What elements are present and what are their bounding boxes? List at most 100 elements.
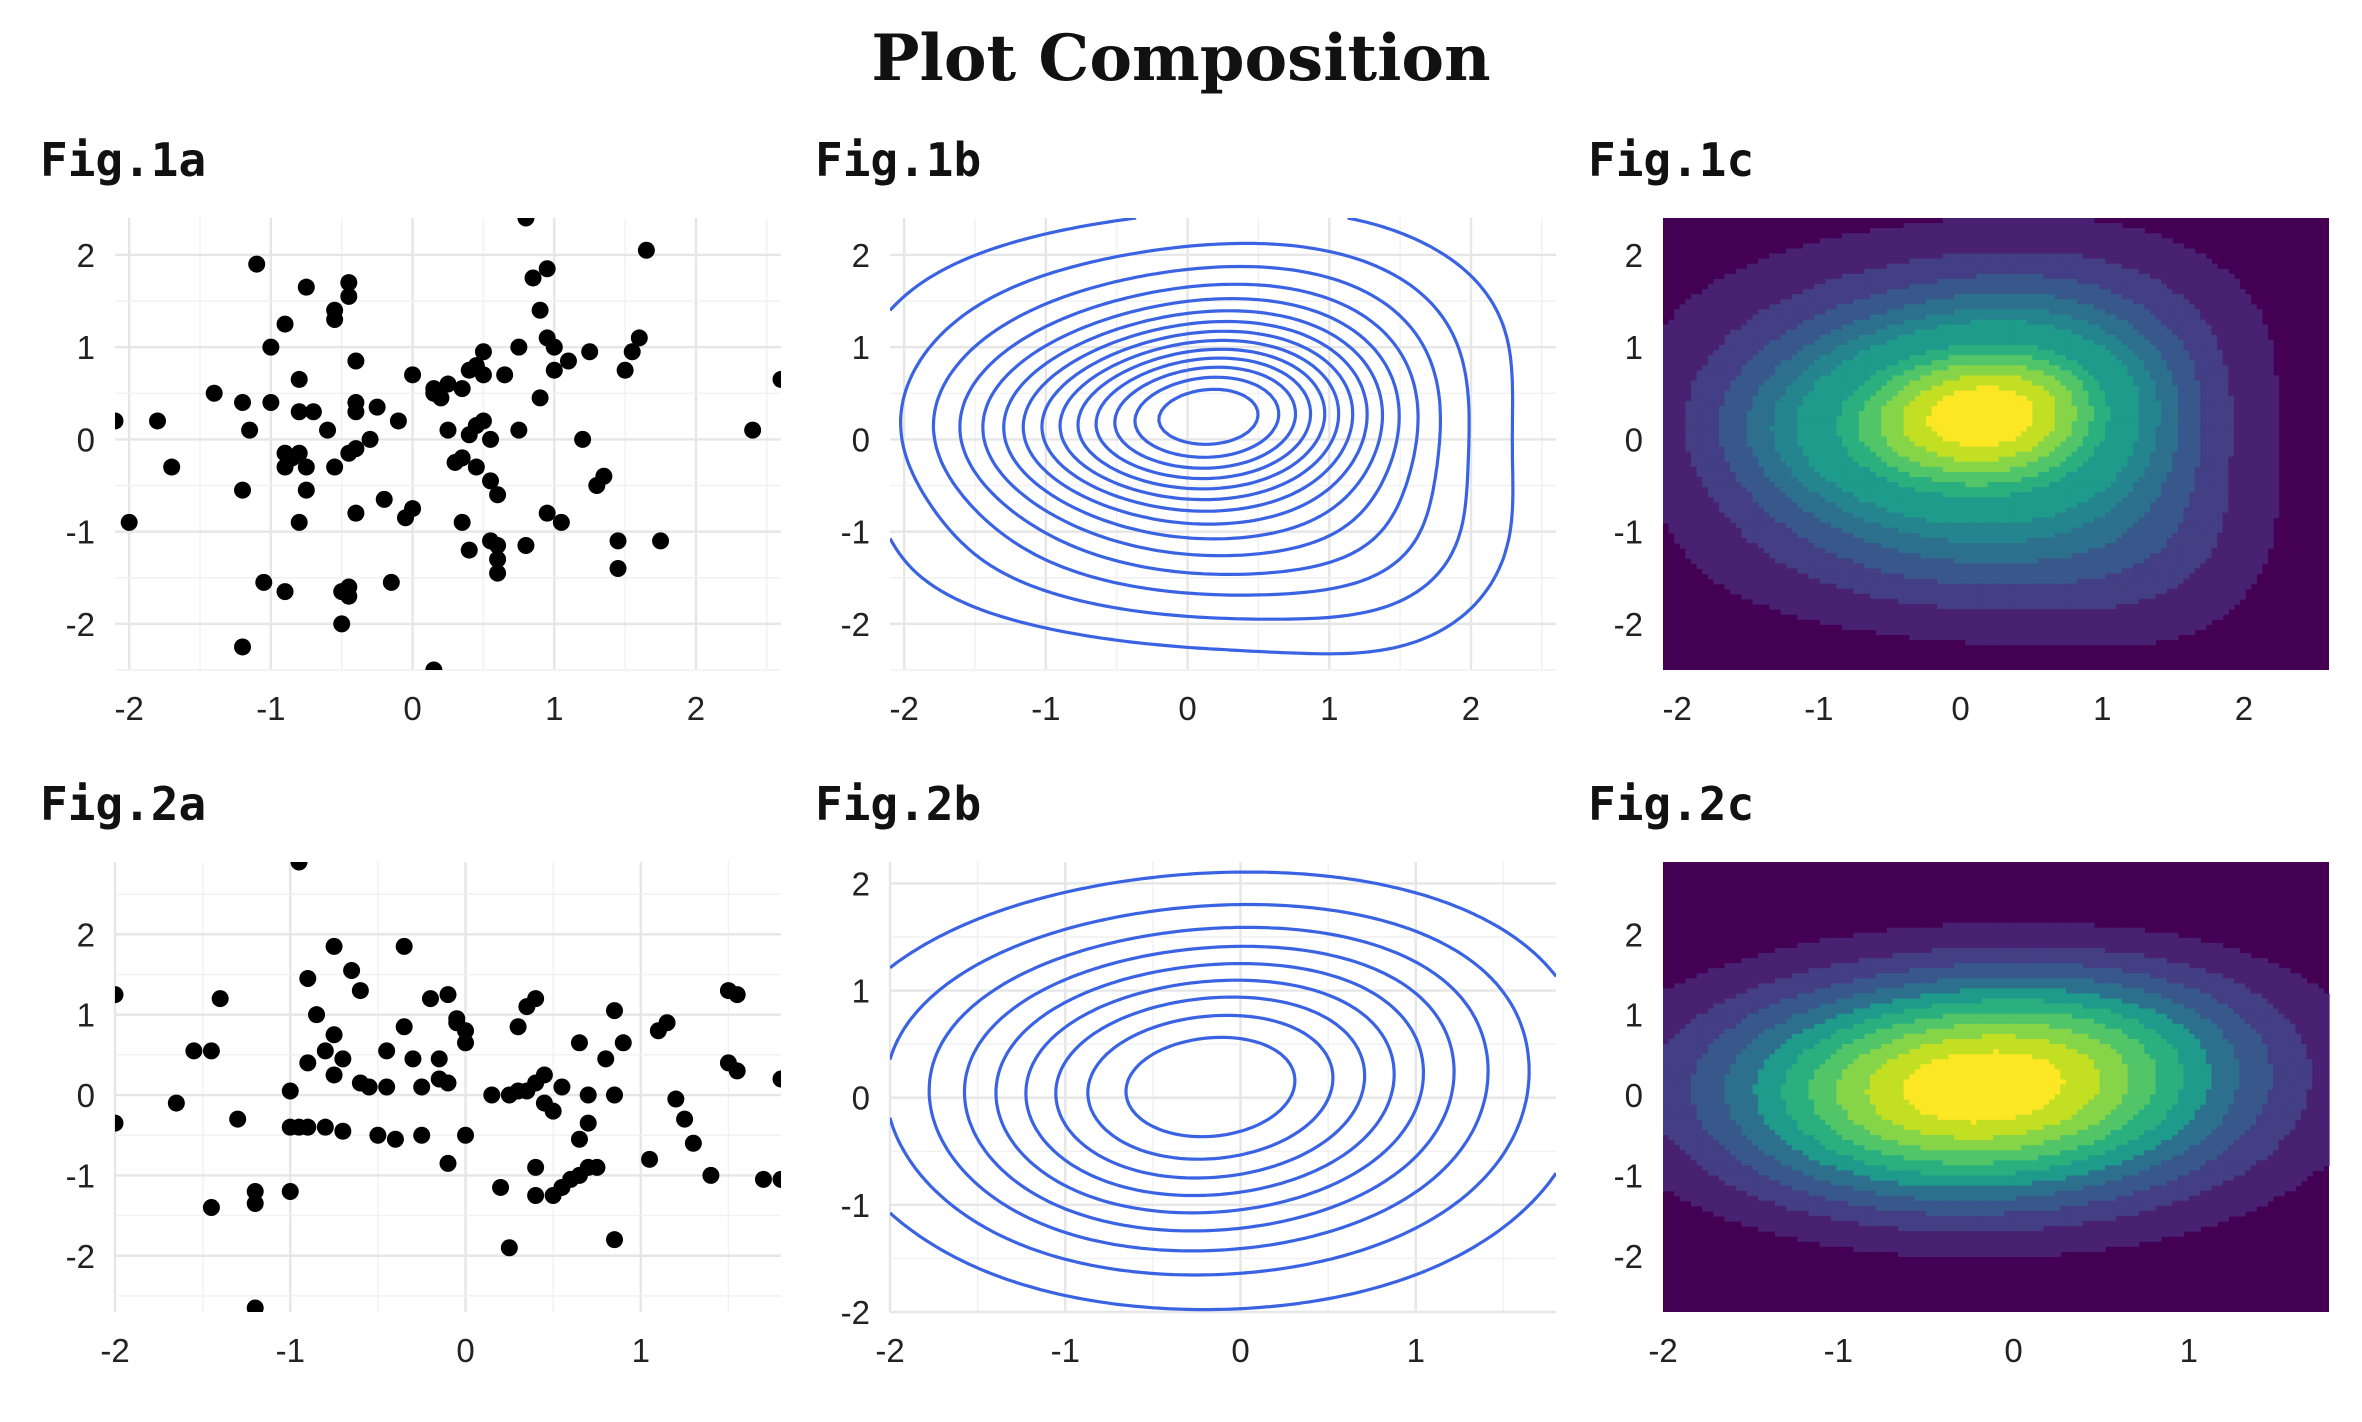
scatter-point xyxy=(291,514,308,531)
heatmap-cell xyxy=(1943,330,1949,336)
heatmap-cell xyxy=(2156,330,2162,336)
figure-title: Plot Composition xyxy=(871,21,1490,96)
heatmap-cell xyxy=(1820,259,1826,265)
heatmap-cell xyxy=(1892,309,1898,315)
heatmap-cell xyxy=(2144,360,2150,366)
heatmap-cell xyxy=(2223,274,2229,280)
heatmap-cell xyxy=(1926,401,1932,407)
heatmap-cell xyxy=(1725,340,1731,346)
heatmap-cell xyxy=(1736,457,1742,463)
heatmap-cell xyxy=(2038,274,2044,280)
heatmap-cell xyxy=(2105,304,2111,310)
heatmap-cell xyxy=(2010,248,2016,254)
heatmap-cell xyxy=(1999,350,2005,356)
heatmap-cell xyxy=(2139,238,2145,244)
scatter-point xyxy=(362,431,379,448)
heatmap-cell xyxy=(1837,289,1843,295)
heatmap-cell xyxy=(2161,365,2167,371)
heatmap-cell xyxy=(2139,279,2145,285)
heatmap-cell xyxy=(1831,248,1837,254)
heatmap-cell xyxy=(1965,355,1971,361)
heatmap-cell xyxy=(2032,299,2038,305)
heatmap-cell xyxy=(2178,350,2184,356)
heatmap-cell xyxy=(2245,447,2251,453)
heatmap-cell xyxy=(1697,335,1703,341)
heatmap-cell xyxy=(1926,411,1932,417)
heatmap-cell xyxy=(1747,406,1753,412)
heatmap-cell xyxy=(2105,233,2111,239)
heatmap-cell xyxy=(1859,274,1865,280)
heatmap-cell xyxy=(1993,243,1999,249)
heatmap-cell xyxy=(2049,309,2055,315)
heatmap-cell xyxy=(1971,426,1977,432)
scatter-point xyxy=(262,339,279,356)
heatmap-cell xyxy=(2161,452,2167,458)
heatmap-cell xyxy=(2161,345,2167,351)
heatmap-cell xyxy=(2139,411,2145,417)
heatmap-cell xyxy=(1881,375,1887,381)
heatmap-cell xyxy=(2189,365,2195,371)
heatmap-cell xyxy=(1831,457,1837,463)
heatmap-cell xyxy=(2256,370,2262,376)
heatmap-cell xyxy=(1976,335,1982,341)
heatmap-cell xyxy=(1887,416,1893,422)
heatmap-cell xyxy=(2206,294,2212,300)
heatmap-cell xyxy=(1680,401,1686,407)
heatmap-cell xyxy=(1965,396,1971,402)
heatmap-cell xyxy=(2077,264,2083,270)
heatmap-cell xyxy=(1797,431,1803,437)
heatmap-cell xyxy=(2172,406,2178,412)
heatmap-cell xyxy=(1943,254,1949,260)
heatmap-cell xyxy=(1926,223,1932,229)
heatmap-cell xyxy=(1753,269,1759,275)
heatmap-cell xyxy=(1831,309,1837,315)
heatmap-cell xyxy=(2245,294,2251,300)
heatmap-cell xyxy=(2038,238,2044,244)
heatmap-cell xyxy=(2088,396,2094,402)
heatmap-cell xyxy=(1909,259,1915,265)
heatmap-cell xyxy=(1915,330,1921,336)
heatmap-cell xyxy=(1971,233,1977,239)
heatmap-cell xyxy=(2228,431,2234,437)
heatmap-cell xyxy=(1786,350,1792,356)
heatmap-cell xyxy=(2116,345,2122,351)
heatmap-cell xyxy=(1797,406,1803,412)
heatmap-cell xyxy=(1708,386,1714,392)
heatmap-cell xyxy=(2038,401,2044,407)
heatmap-cell xyxy=(2072,421,2078,427)
heatmap-cell xyxy=(1993,375,1999,381)
heatmap-cell xyxy=(2004,406,2010,412)
heatmap-cell xyxy=(1674,396,1680,402)
heatmap-cell xyxy=(1775,314,1781,320)
heatmap-cell xyxy=(1988,396,1994,402)
heatmap-cell xyxy=(1825,325,1831,331)
heatmap-cell xyxy=(2150,355,2156,361)
heatmap-cell xyxy=(1943,325,1949,331)
heatmap-cell xyxy=(1792,274,1798,280)
heatmap-cell xyxy=(1909,411,1915,417)
heatmap-cell xyxy=(2032,360,2038,366)
heatmap-cell xyxy=(2262,345,2268,351)
heatmap-cell xyxy=(2128,299,2134,305)
scatter-point xyxy=(121,514,138,531)
heatmap-cell xyxy=(1753,457,1759,463)
heatmap-cell xyxy=(2167,426,2173,432)
heatmap-cell xyxy=(2105,360,2111,366)
heatmap-cell xyxy=(2178,335,2184,341)
heatmap-cell xyxy=(2038,447,2044,453)
heatmap-cell xyxy=(1697,436,1703,442)
heatmap-cell xyxy=(2088,314,2094,320)
heatmap-cell xyxy=(2116,381,2122,387)
heatmap-cell xyxy=(2004,370,2010,376)
heatmap-cell xyxy=(1904,223,1910,229)
heatmap-cell xyxy=(2139,233,2145,239)
heatmap-cell xyxy=(1960,355,1966,361)
heatmap-cell xyxy=(2060,335,2066,341)
heatmap-cell xyxy=(1859,360,1865,366)
heatmap-cell xyxy=(2021,381,2027,387)
heatmap-cell xyxy=(1713,406,1719,412)
heatmap-cell xyxy=(1999,264,2005,270)
heatmap-cell xyxy=(2021,304,2027,310)
heatmap-cell xyxy=(1982,370,1988,376)
heatmap-cell xyxy=(2239,457,2245,463)
